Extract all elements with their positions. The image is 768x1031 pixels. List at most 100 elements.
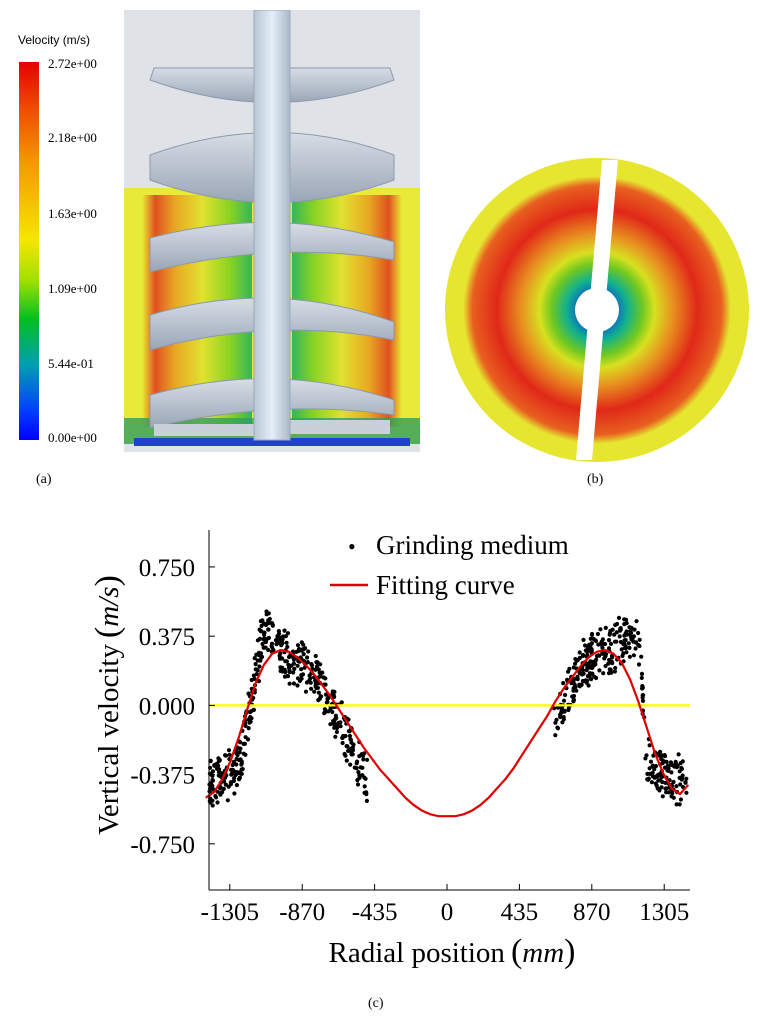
scatter-point [299,667,304,672]
x-tick-label: -435 [352,899,398,926]
scatter-point [309,686,314,691]
scatter-point [595,631,601,637]
scatter-point [237,770,242,775]
scatter-point [591,636,596,641]
scatter-point [277,635,282,640]
scatter-point [571,665,576,670]
scatter-point [669,770,674,775]
x-tick-label: -870 [279,899,325,926]
fitting-curve-line [205,648,690,818]
scatter-point [269,643,274,649]
scatter-point [590,671,595,676]
scatter-point [280,637,285,642]
scatter-point [614,621,620,627]
scatter-point [672,764,677,769]
y-tick-label: -0.375 [130,763,195,790]
scatter-point [253,662,258,667]
scatter-point [586,644,591,649]
scatter-point [355,759,360,764]
scatter-point [621,651,626,656]
scatter-point [364,792,369,797]
scatter-point [613,665,618,671]
scatter-point [631,653,637,658]
scatter-point [567,666,572,671]
scatter-point [212,763,217,768]
legend-scatter-marker: • [348,534,356,559]
scatter-point [561,715,566,720]
scatter-point [305,660,310,665]
scatter-point [607,667,612,672]
scatter-point [253,667,258,672]
scatter-point [618,626,623,631]
scatter-point [679,765,684,771]
scatter-point [640,685,646,690]
scatter-point [612,639,618,644]
scatter-point [555,725,560,730]
scatter-point [340,735,345,740]
scatter-point [280,669,285,674]
scatter-point [317,696,322,701]
scatter-point [583,643,588,648]
scatter-point [636,662,642,667]
scatter-point [659,785,664,790]
scatter-point [633,646,638,651]
scatter-point [221,779,227,784]
scatter-point [304,680,310,685]
scatter-point [571,698,576,703]
scatter-point [295,683,300,688]
scatter-point [249,716,254,721]
scatter-point [225,798,230,803]
scatter-point [232,791,237,796]
scatter-point [346,729,351,734]
scatter-point [287,681,292,686]
x-tick-label: 435 [501,899,539,926]
colorbar-tick-max: 2.72e+00 [48,56,97,71]
scatter-point [623,617,629,622]
scatter-point [283,659,288,664]
scatter-point [587,674,592,679]
scatter-point [658,749,663,754]
scatter-point [260,641,265,647]
scatter-point [629,630,634,635]
scatter-point [234,757,239,762]
scatter-point [282,674,288,679]
x-tick-label: 870 [573,899,611,926]
scatter-point [577,671,582,676]
scatter-point [323,692,329,697]
scatter-point [577,650,582,655]
x-ticks: -1305 -870 -435 0 435 870 1305 [201,884,689,926]
scatter-point [639,671,645,676]
vertical-velocity-chart: 0.750 0.375 0.000 -0.375 -0.750 -1305 -870 -43… [89,530,690,970]
scatter-point [324,700,329,705]
scatter-point [653,781,658,786]
scatter-point [208,758,213,763]
scatter-point [586,648,592,653]
scatter-point [343,733,348,739]
scatter-point [597,668,602,673]
scatter-point [684,776,689,781]
scatter-point [313,653,318,659]
y-axis-label: Vertical velocity(m/s) [89,575,126,835]
scatter-point [295,663,300,668]
scatter-point [683,780,688,785]
scatter-point [301,652,306,657]
scatter-point [322,711,327,716]
scatter-point [618,639,624,645]
scatter-point [600,645,605,650]
scatter-point [581,671,586,676]
scatter-point [624,650,629,655]
scatter-point [308,676,313,681]
scatter-point [221,786,226,791]
scatter-point [345,744,350,749]
scatter-point [259,655,264,660]
scatter-point [362,784,367,789]
scatter-point [291,681,296,686]
scatter-point [291,657,296,662]
scatter-point [606,661,611,666]
scatter-point [634,619,639,624]
scatter-point [340,740,345,746]
y-tick-label: 0.750 [139,555,195,582]
scatter-point [309,662,314,667]
scatter-point [347,733,352,739]
impeller-shaft [253,10,291,441]
